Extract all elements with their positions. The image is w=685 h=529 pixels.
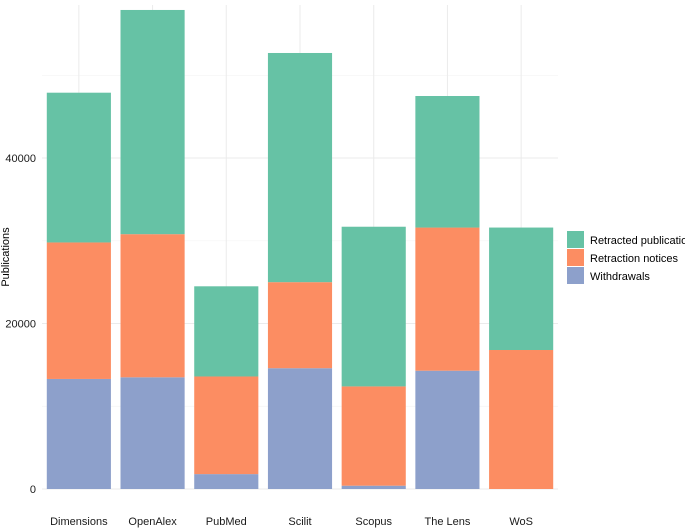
bar-retracted-publications [46,92,111,243]
y-axis-ticks: 0200004000060000 [5,153,36,496]
bar-retracted-publications [120,9,185,235]
legend-label: Retracted publications [590,235,685,247]
x-tick-label: Scilit [288,516,311,528]
legend-swatch [567,231,584,248]
bar-withdrawals [120,377,185,489]
bar-withdrawals [415,370,480,489]
bar-retracted-publications [194,286,259,377]
bar-withdrawals [46,378,111,489]
x-tick-label: Scopus [355,516,392,528]
x-tick-label: The Lens [424,516,470,528]
legend: Retracted publications Retraction notices… [567,231,685,284]
bar-retracted-publications [341,226,406,387]
bar-withdrawals [341,485,406,489]
bar-retracted-publications [267,52,333,283]
y-tick-label: 0 [30,484,36,496]
legend-label: Withdrawals [590,271,650,283]
y-tick-label: 40000 [5,153,36,165]
bar-retraction-notices [46,242,111,379]
y-tick-label: 20000 [5,319,36,331]
y-axis-title: Publications [0,227,12,287]
bar-retraction-notices [341,386,406,486]
bar-retraction-notices [120,234,185,378]
bar-retraction-notices [194,376,259,475]
legend-label: Retraction notices [590,253,679,265]
x-tick-label: Dimensions [50,516,108,528]
legend-swatch [567,267,584,284]
x-tick-label: WoS [509,516,533,528]
x-tick-label: PubMed [206,516,247,528]
bar-withdrawals [267,368,333,489]
bars [46,9,554,489]
x-axis-ticks: Dimensions OpenAlex PubMed Scilit Scopus The … [50,516,533,528]
bar-retracted-publications [489,227,554,351]
x-tick-label: OpenAlex [128,516,177,528]
bar-retracted-publications [415,96,480,228]
legend-swatch [567,249,584,266]
bar-withdrawals [194,474,259,489]
bar-retraction-notices [489,350,554,489]
bar-retraction-notices [415,227,480,371]
bar-retraction-notices [267,282,333,369]
